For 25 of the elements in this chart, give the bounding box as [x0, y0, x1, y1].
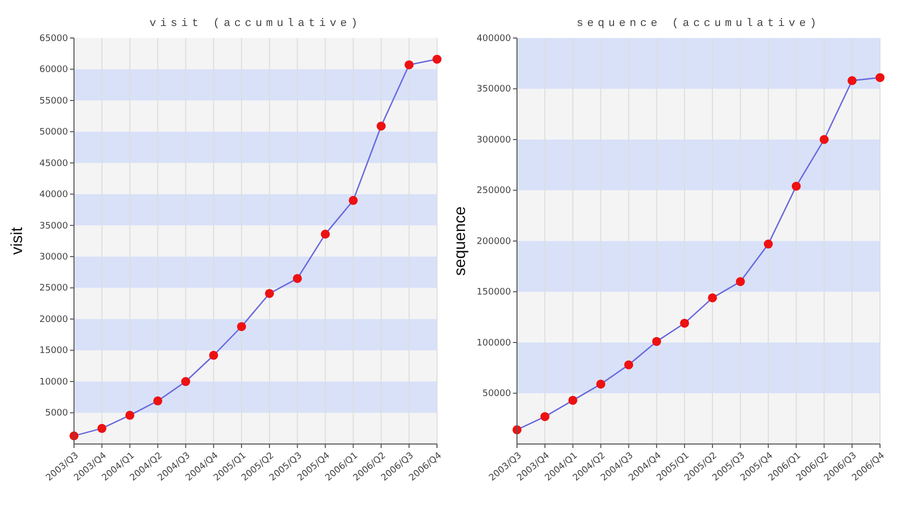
y-tick-label: 30000 — [39, 252, 68, 262]
y-tick-label: 20000 — [39, 314, 68, 325]
y-tick-label: 55000 — [39, 96, 68, 106]
y-tick-label: 350000 — [476, 84, 512, 95]
chart-title: visit (accumulative) — [149, 18, 362, 30]
y-axis-title: sequence — [452, 206, 469, 276]
y-tick-label: 25000 — [39, 284, 68, 294]
y-axis-title: visit — [9, 226, 26, 255]
y-tick-label: 50000 — [482, 389, 512, 400]
y-tick-label: 5000 — [45, 408, 68, 419]
y-tick-label: 250000 — [476, 186, 512, 196]
y-tick-label: 40000 — [39, 190, 68, 200]
y-tick-label: 60000 — [39, 65, 68, 76]
y-tick-label: 100000 — [476, 338, 512, 348]
y-tick-label: 400000 — [476, 34, 512, 44]
y-tick-label: 15000 — [39, 346, 68, 356]
y-tick-label: 45000 — [39, 158, 68, 169]
y-tick-label: 300000 — [476, 135, 512, 146]
y-tick-label: 200000 — [476, 236, 512, 247]
y-tick-label: 150000 — [476, 288, 512, 298]
y-tick-label: 65000 — [39, 34, 68, 44]
chart-title: sequence (accumulative) — [576, 18, 820, 30]
y-tick-label: 50000 — [39, 128, 68, 138]
y-tick-label: 35000 — [39, 221, 68, 232]
y-tick-label: 10000 — [39, 377, 68, 388]
